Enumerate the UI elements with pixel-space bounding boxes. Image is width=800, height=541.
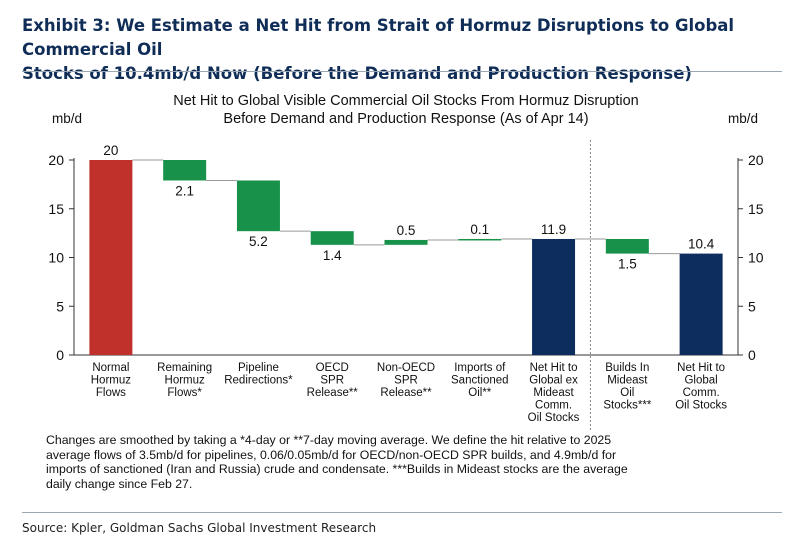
category-label: Normal (92, 362, 129, 374)
category-label: Redirections* (224, 375, 293, 387)
category-label: Stocks*** (603, 400, 651, 412)
plot-area: 0 0 5 5 10 10 15 15 20 20 20 2.1 5.2 1.4 0.5 0.1 11.9 1.5… (48, 140, 764, 430)
category-label: SPR (320, 375, 344, 387)
bar-9 (679, 253, 723, 355)
bar-6 (458, 238, 502, 241)
category-label: Builds In (605, 362, 649, 374)
data-label-3: 5.2 (249, 234, 268, 249)
source-note: Source: Kpler, Goldman Sachs Global Inve… (22, 521, 377, 535)
y-tick-label-right: 15 (748, 201, 764, 217)
category-label: Remaining (157, 362, 212, 374)
bar-8 (605, 238, 649, 254)
category-label: Hormuz (165, 375, 206, 387)
y-tick-label-right: 20 (748, 152, 764, 168)
data-label-6: 0.1 (470, 222, 489, 237)
footnote: Changes are smoothed by taking a *4-day … (46, 433, 746, 491)
exhibit-title: Exhibit 3: We Estimate a Net Hit from St… (22, 14, 782, 86)
data-label-2: 2.1 (175, 183, 194, 198)
category-label: Mideast (533, 387, 574, 399)
category-label: Oil Stocks (675, 400, 727, 412)
category-label: Non-OECD (377, 362, 435, 374)
category-label: Release** (307, 387, 359, 399)
waterfall-chart: Net Hit to Global Visible Commercial Oil… (48, 93, 764, 430)
y-tick-label-left: 10 (48, 250, 64, 266)
category-label: Pipeline (238, 362, 279, 374)
bar-4 (310, 231, 354, 245)
data-label-7: 11.9 (541, 222, 566, 237)
category-label: OECD (316, 362, 349, 374)
category-label: Flows* (167, 387, 202, 399)
bar-3 (236, 180, 280, 232)
y-tick-label-right: 0 (748, 347, 756, 363)
category-label: Release** (380, 387, 432, 399)
category-label: SPR (394, 375, 418, 387)
category-label: Sanctioned (451, 375, 509, 387)
y-axis-label-right: mb/d (728, 111, 758, 126)
chart-title-line1: Net Hit to Global Visible Commercial Oil… (173, 93, 638, 109)
category-label: Net Hit to (530, 362, 578, 374)
category-label: Comm. (683, 387, 720, 399)
category-label: Comm. (535, 400, 572, 412)
y-tick-label-right: 10 (748, 250, 764, 266)
data-label-4: 1.4 (323, 248, 342, 263)
y-tick-label-left: 20 (48, 152, 64, 168)
category-label: Hormuz (91, 375, 132, 387)
data-label-1: 20 (103, 143, 118, 158)
category-label: Flows (96, 387, 126, 399)
data-label-5: 0.5 (397, 223, 416, 238)
footnote-line1: Changes are smoothed by taking a *4-day … (46, 433, 612, 447)
y-tick-label-left: 15 (48, 201, 64, 217)
exhibit-title-line2: Stocks of 10.4mb/d Now (Before the Deman… (22, 64, 692, 83)
y-tick-label-left: 0 (56, 347, 64, 363)
footnote-line4: daily change since Feb 27. (46, 476, 193, 491)
y-axis-label-left: mb/d (52, 111, 82, 126)
data-label-9: 10.4 (688, 237, 715, 252)
category-label: Global (684, 375, 717, 387)
category-label: Imports of (454, 362, 506, 374)
bar-7 (532, 238, 576, 355)
chart-title-line2: Before Demand and Production Response (A… (223, 111, 588, 127)
footnote-line2: average flows of 3.5mb/d for pipelines, … (46, 447, 617, 462)
category-label: Oil** (468, 387, 492, 399)
source-divider (22, 512, 782, 513)
category-label: Global ex (529, 375, 578, 387)
category-label: Mideast (607, 375, 648, 387)
bar-5 (384, 239, 428, 245)
footnote-line3: imports of sanctioned (Iran and Russia) … (46, 462, 628, 477)
y-tick-label-left: 5 (56, 298, 64, 314)
category-label: Oil (620, 387, 634, 399)
title-divider (22, 71, 782, 72)
bar-2 (163, 160, 207, 181)
category-label: Net Hit to (677, 362, 725, 374)
category-label: Oil Stocks (528, 412, 580, 424)
data-label-8: 1.5 (618, 257, 637, 272)
y-tick-label-right: 5 (748, 298, 756, 314)
exhibit-title-line1: Exhibit 3: We Estimate a Net Hit from St… (22, 16, 735, 59)
bar-1 (89, 160, 133, 355)
